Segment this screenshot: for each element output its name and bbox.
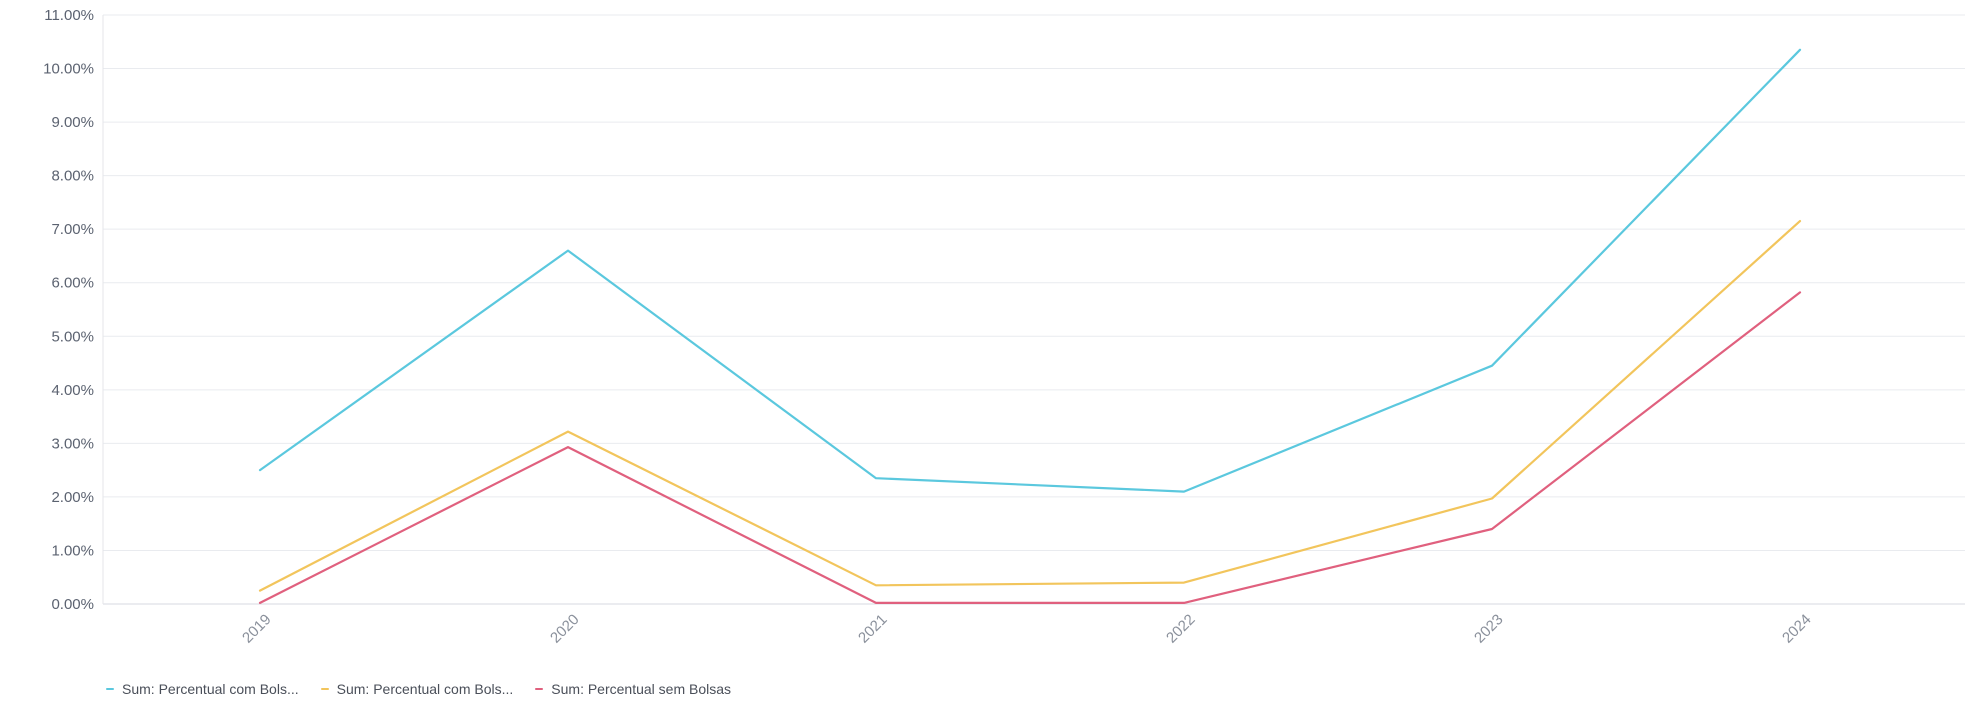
series-line [258,291,1802,605]
legend-swatch [106,688,114,690]
legend: Sum: Percentual com Bols... Sum: Percent… [106,681,731,697]
y-tick-label: 0.00% [51,596,94,613]
legend-item[interactable]: Sum: Percentual com Bols... [106,681,299,697]
x-axis-ticks: 2019 2020 2021 2022 2023 2024 [239,611,1815,647]
x-tick-label: 2021 [855,611,891,647]
legend-item[interactable]: Sum: Percentual com Bols... [320,681,514,697]
y-tick-label: 5.00% [51,328,94,345]
y-tick-label: 2.00% [51,489,94,506]
y-tick-label: 10.00% [43,61,94,78]
y-tick-label: 7.00% [51,221,94,238]
grid-lines [102,14,1965,605]
y-tick-label: 4.00% [51,382,94,399]
legend-label: Sum: Percentual sem Bolsas [551,681,732,697]
legend-swatch [535,688,544,690]
y-tick-label: 3.00% [51,435,94,452]
series-line [258,48,1802,493]
x-tick-label: 2019 [239,611,275,647]
legend-item[interactable]: Sum: Percentual sem Bolsas [535,681,731,697]
legend-label: Sum: Percentual com Bols... [122,681,299,697]
y-tick-label: 6.00% [51,275,94,292]
legend-label: Sum: Percentual com Bols... [336,681,514,697]
legend-swatch [320,688,329,690]
x-tick-label: 2023 [1471,611,1507,647]
y-tick-label: 11.00% [44,7,94,24]
y-tick-label: 8.00% [51,168,94,185]
y-tick-label: 1.00% [51,542,94,559]
series-line [258,220,1802,592]
x-tick-label: 2024 [1779,611,1815,647]
x-tick-label: 2020 [547,611,583,647]
y-axis-ticks: 0.00% 1.00% 2.00% 3.00% 4.00% 5.00% 6.00% 7.00%… [43,7,94,613]
y-tick-label: 9.00% [51,114,94,131]
series-lines [258,48,1802,605]
x-tick-label: 2022 [1163,611,1199,647]
